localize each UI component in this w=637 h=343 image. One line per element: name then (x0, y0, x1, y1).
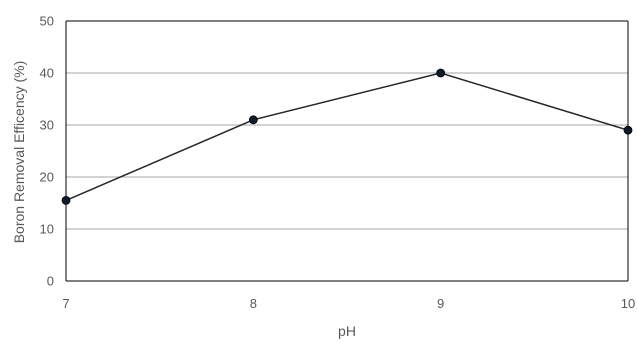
x-tick-label: 8 (250, 296, 257, 311)
y-tick-label: 20 (40, 170, 54, 185)
series-line (65, 72, 629, 202)
series-group (61, 68, 633, 205)
data-point (623, 125, 633, 135)
x-tick-label: 9 (437, 296, 444, 311)
data-point (61, 195, 71, 205)
x-tick-label: 7 (62, 296, 69, 311)
y-tick-label: 30 (40, 118, 54, 133)
grid-lines (66, 20, 628, 230)
y-tick-label: 0 (47, 274, 54, 289)
y-tick-labels: 0 10 20 30 40 50 (40, 14, 54, 289)
y-tick-label: 50 (40, 14, 54, 29)
data-point (436, 68, 446, 78)
axes (65, 20, 629, 282)
x-tick-label: 10 (621, 296, 635, 311)
y-tick-label: 10 (40, 222, 54, 237)
y-axis-title: Boron Removal Efficency (%) (11, 61, 27, 244)
data-point (248, 115, 258, 125)
y-tick-label: 40 (40, 66, 54, 81)
x-tick-labels: 7 8 9 10 (62, 296, 635, 311)
x-axis-title: pH (338, 323, 356, 339)
